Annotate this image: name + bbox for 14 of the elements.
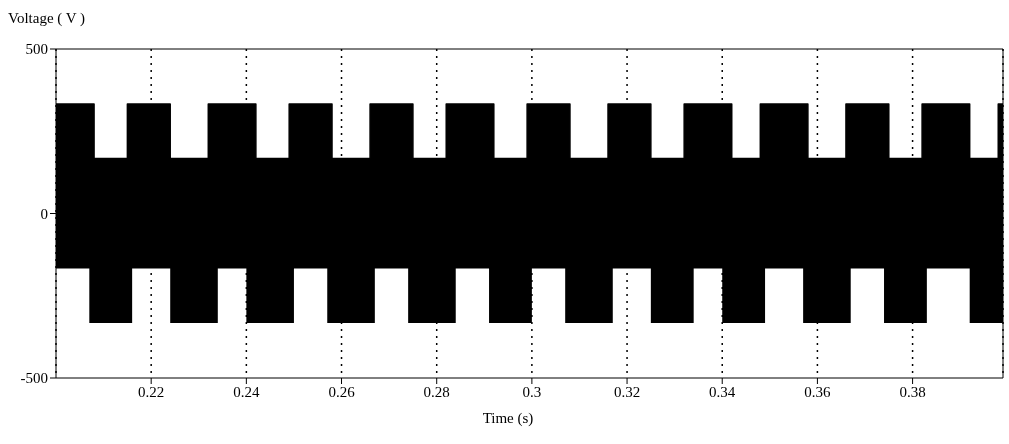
x-tick-label: 0.34 <box>709 383 736 400</box>
x-tick-label: 0.38 <box>899 383 926 400</box>
x-tick-label: 0.26 <box>328 383 356 400</box>
x-tick-label: 0.28 <box>423 383 450 400</box>
x-tick-label: 0.24 <box>233 383 260 400</box>
y-tick-label: 500 <box>25 41 48 58</box>
y-tick-label: 0 <box>40 205 48 222</box>
x-tick-label: 0.3 <box>522 383 542 400</box>
x-tick-label: 0.32 <box>613 383 641 400</box>
x-tick-label: 0.36 <box>804 383 832 400</box>
x-tick-label: 0.22 <box>138 383 165 400</box>
x-axis-title: Time (s) <box>481 410 535 427</box>
y-tick-label: -500 <box>20 370 48 387</box>
y-axis-title: Voltage ( V ) <box>8 10 86 27</box>
